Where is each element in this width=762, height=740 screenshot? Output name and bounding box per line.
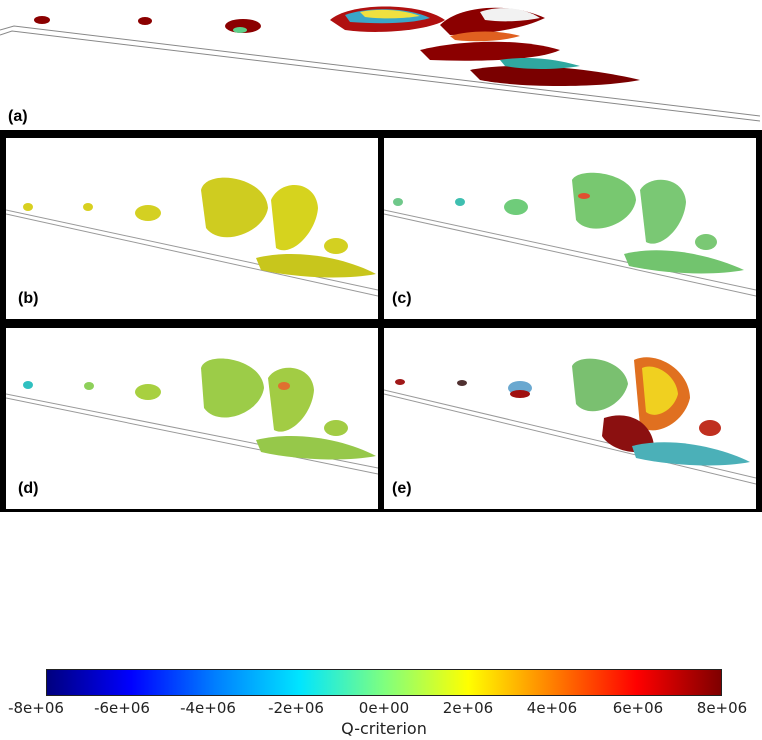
panel-label-d: (d) <box>18 480 39 497</box>
colorbar-title: Q-criterion <box>341 719 427 738</box>
panel-a-render <box>0 6 761 122</box>
panel-d: (d) <box>6 328 378 509</box>
panel-d-render <box>6 358 378 475</box>
colorbar-tick: -4e+06 <box>180 699 236 717</box>
panel-c: (c) <box>384 138 756 319</box>
colorbar-tick: 4e+06 <box>526 699 578 717</box>
panel-e-render <box>384 357 756 485</box>
colorbar-tick: -6e+06 <box>94 699 150 717</box>
colorbar-tick: 0e+00 <box>358 699 410 717</box>
panel-label-a: (a) <box>8 108 28 125</box>
panel-label-e: (e) <box>392 480 412 497</box>
colorbar <box>46 669 722 696</box>
panel-c-render <box>384 172 756 297</box>
panel-a: (a) <box>0 0 762 130</box>
colorbar-tick: 8e+06 <box>696 699 748 717</box>
colorbar-tick: 2e+06 <box>442 699 494 717</box>
panel-label-c: (c) <box>392 290 412 307</box>
panel-b-render <box>6 177 378 297</box>
colorbar-tick: -8e+06 <box>8 699 64 717</box>
panel-label-b: (b) <box>18 290 39 307</box>
panel-b: (b) <box>6 138 378 319</box>
colorbar-tick: 6e+06 <box>612 699 664 717</box>
colorbar-tick: -2e+06 <box>268 699 324 717</box>
panel-e: (e) <box>384 328 756 509</box>
